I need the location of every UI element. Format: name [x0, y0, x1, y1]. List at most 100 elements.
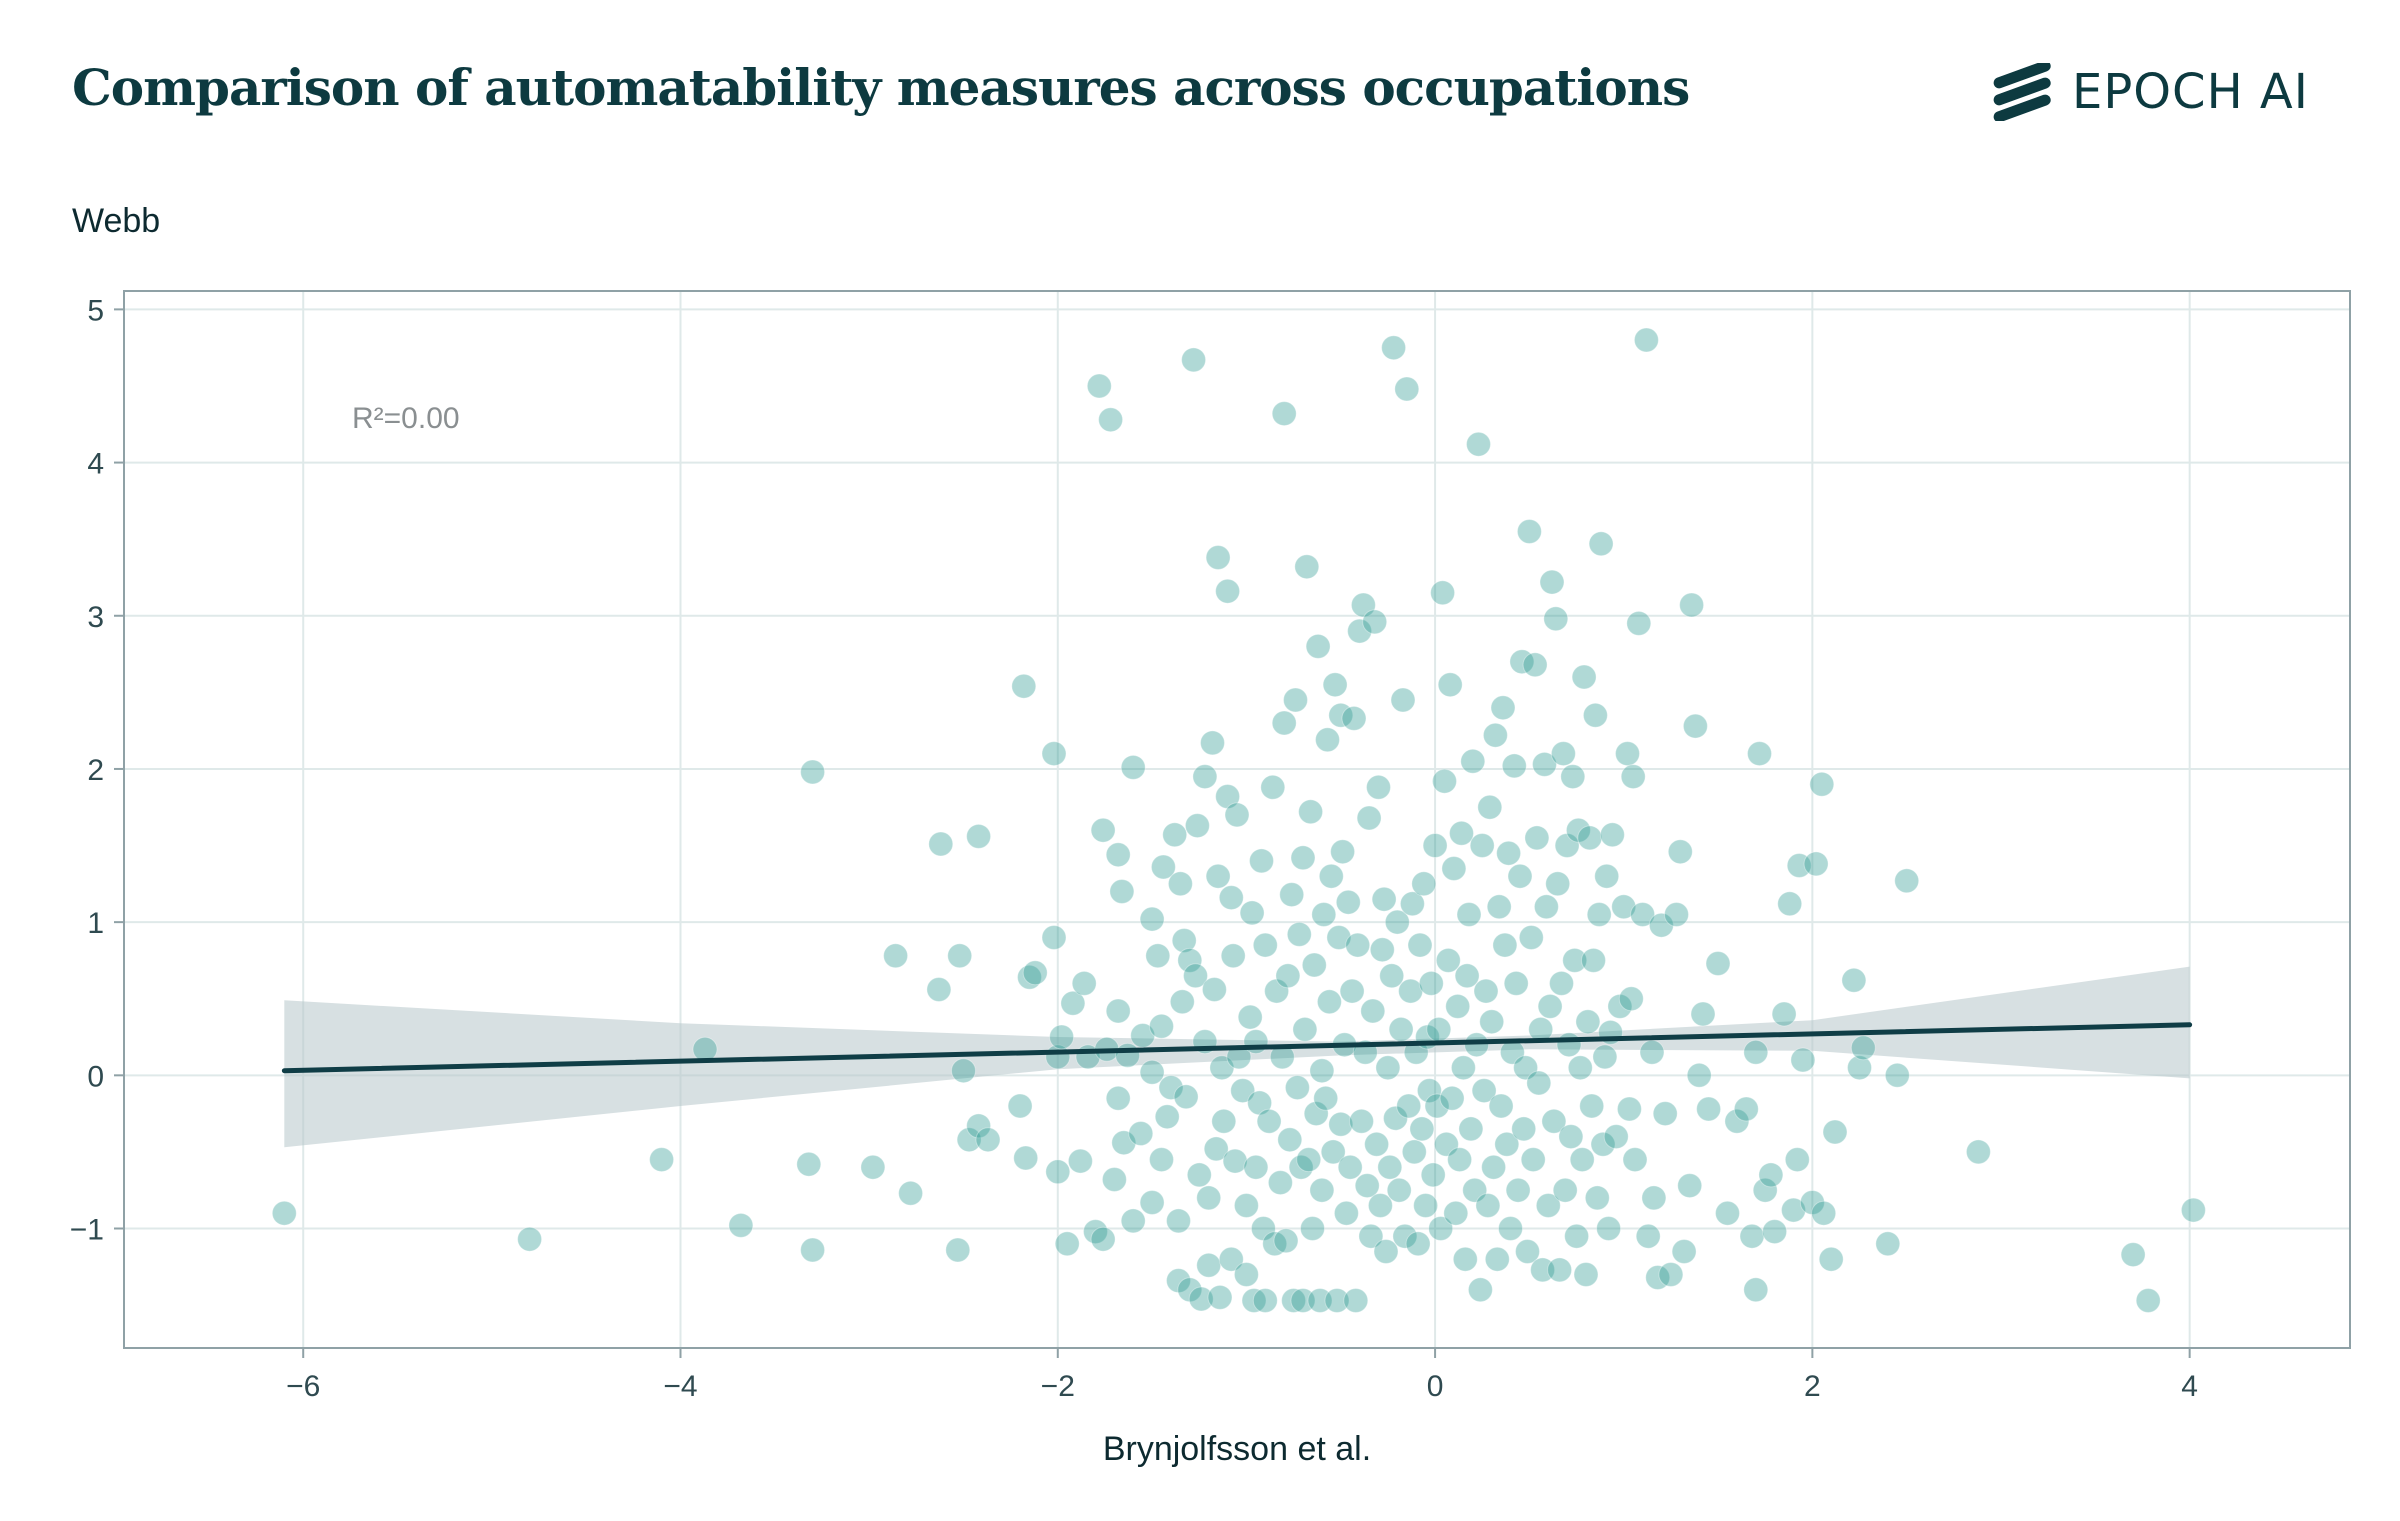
data-point: [1130, 1023, 1156, 1048]
data-point: [1041, 741, 1067, 767]
data-point: [1620, 764, 1646, 790]
data-point: [1298, 799, 1324, 825]
data-point: [1422, 833, 1448, 858]
data-point: [1435, 947, 1461, 973]
data-point: [1822, 1119, 1848, 1145]
y-tick-label: 5: [87, 294, 104, 327]
data-point: [1373, 1239, 1399, 1264]
data-point: [1318, 863, 1344, 889]
data-point: [1183, 963, 1208, 989]
data-point: [1101, 1167, 1127, 1192]
data-point: [966, 823, 992, 849]
data-point: [1615, 741, 1640, 767]
data-point: [1503, 970, 1529, 996]
points-layer: [271, 327, 2206, 1313]
data-point: [1622, 1147, 1648, 1173]
data-point: [1405, 1231, 1431, 1257]
data-point: [1049, 1024, 1075, 1050]
data-point: [1149, 1013, 1174, 1039]
y-axis-label: Webb: [72, 202, 161, 240]
data-point: [1337, 1154, 1363, 1180]
data-point: [1781, 1197, 1806, 1223]
data-point: [1784, 1147, 1810, 1173]
data-point: [1690, 1001, 1716, 1027]
data-point: [966, 1113, 992, 1139]
data-point: [1739, 1223, 1765, 1249]
data-point: [1516, 519, 1542, 544]
data-point: [1758, 1162, 1784, 1188]
data-point: [1060, 990, 1086, 1016]
data-point: [1569, 1147, 1595, 1173]
data-point: [1013, 1145, 1039, 1171]
data-point: [1215, 578, 1241, 604]
data-point: [1524, 825, 1550, 851]
y-axis-ticks: 5 4 3 2 1 0 −1: [70, 294, 124, 1247]
x-tick-label: −4: [663, 1370, 697, 1403]
data-point: [1256, 1108, 1282, 1134]
data-point: [1696, 1096, 1722, 1122]
data-point: [1452, 1246, 1478, 1272]
data-point: [1281, 1288, 1307, 1313]
data-point: [1262, 1231, 1288, 1257]
data-point: [1041, 925, 1067, 950]
data-point: [1139, 1059, 1165, 1085]
data-point: [1594, 863, 1620, 889]
data-point: [1201, 977, 1227, 1002]
data-point: [1799, 1190, 1825, 1215]
y-tick-label: 0: [87, 1060, 104, 1093]
plot-frame: [123, 290, 2351, 1349]
data-point: [1426, 1016, 1452, 1042]
x-tick-label: 0: [1427, 1370, 1444, 1403]
data-point: [1290, 845, 1316, 871]
data-point: [1362, 609, 1388, 635]
data-point: [1377, 1154, 1403, 1180]
data-point: [1477, 794, 1503, 820]
data-point: [1249, 848, 1274, 874]
data-point: [1479, 1009, 1505, 1035]
data-point: [1471, 1078, 1497, 1104]
data-point: [1462, 1177, 1488, 1203]
data-point: [1498, 1216, 1523, 1241]
data-point: [1501, 753, 1527, 779]
data-point: [1575, 1009, 1601, 1035]
data-point: [1658, 1262, 1684, 1287]
data-point: [1424, 1093, 1450, 1119]
data-point: [1596, 1216, 1622, 1241]
data-point: [1458, 1116, 1484, 1142]
data-point: [1560, 764, 1586, 790]
data-point: [1167, 871, 1193, 897]
data-point: [1300, 1216, 1325, 1241]
data-point: [1388, 1016, 1414, 1042]
data-point: [1260, 774, 1286, 800]
data-point: [1515, 1239, 1540, 1264]
data-point: [1809, 771, 1835, 797]
data-point: [1573, 1262, 1599, 1287]
data-point: [1494, 1131, 1520, 1157]
data-point: [1599, 822, 1625, 848]
data-point: [692, 1036, 718, 1062]
data-point: [1398, 978, 1424, 1004]
data-point: [1145, 943, 1171, 969]
data-point: [1307, 1288, 1333, 1313]
data-point: [1522, 652, 1548, 678]
data-point: [945, 1237, 971, 1263]
data-point: [947, 943, 973, 969]
data-point: [1090, 817, 1116, 843]
data-point: [951, 1058, 976, 1084]
data-point: [898, 1180, 924, 1206]
data-point: [1086, 373, 1112, 399]
data-point: [1247, 1090, 1273, 1116]
data-point: [1467, 1277, 1493, 1303]
data-point: [1409, 1116, 1435, 1142]
data-point: [1239, 900, 1265, 926]
data-point: [1884, 1062, 1910, 1088]
data-point: [1850, 1035, 1876, 1061]
data-point: [1443, 1200, 1469, 1226]
data-point: [1071, 970, 1097, 996]
data-point: [1460, 748, 1486, 774]
data-point: [928, 831, 954, 857]
data-point: [1386, 1177, 1412, 1203]
data-point: [1339, 978, 1365, 1004]
data-point: [1482, 722, 1508, 748]
